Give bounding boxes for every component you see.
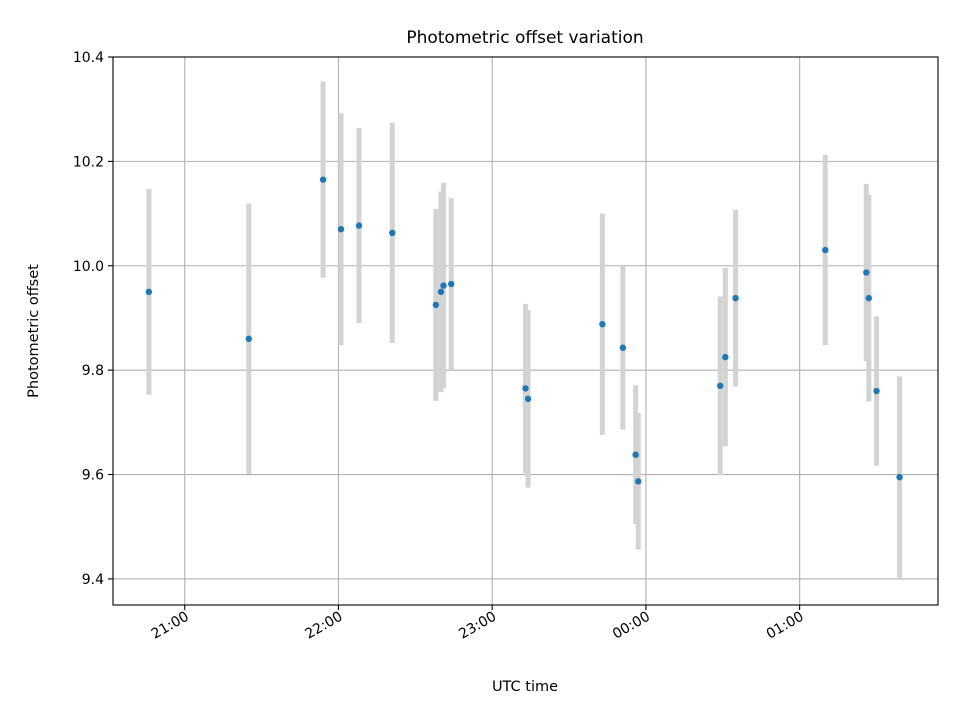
data-point: [389, 229, 396, 237]
data-point: [863, 269, 870, 276]
y-tick-label: 9.4: [82, 572, 104, 588]
x-tick-label: 21:00: [149, 609, 192, 643]
data-point: [432, 301, 440, 309]
data-point: [522, 385, 529, 392]
x-tick-label: 00:00: [610, 609, 653, 643]
data-point: [717, 382, 724, 389]
y-tick-label: 10.2: [73, 154, 104, 170]
chart-title: Photometric offset variation: [406, 28, 643, 48]
data-point: [355, 222, 363, 229]
errorbar-layer: [146, 81, 903, 578]
data-point: [440, 282, 447, 289]
point-layer: [145, 176, 903, 485]
x-tick-label: 23:00: [456, 609, 499, 643]
data-point: [873, 387, 880, 395]
x-tick-label: 01:00: [764, 609, 807, 643]
data-point: [245, 335, 252, 343]
y-tick-label: 9.6: [82, 468, 104, 484]
x-tick-label: 22:00: [303, 609, 346, 643]
x-axis-label: UTC time: [492, 679, 558, 695]
data-point: [635, 478, 642, 485]
data-point: [337, 226, 345, 233]
y-axis-label: Photometric offset: [26, 264, 42, 398]
data-point: [865, 294, 873, 302]
data-point: [599, 321, 606, 328]
data-point: [447, 280, 455, 288]
data-point: [722, 353, 729, 361]
data-point: [145, 288, 153, 296]
data-point: [619, 344, 627, 351]
plot-frame: [112, 56, 939, 606]
data-point: [822, 246, 829, 254]
y-tick-label: 10.0: [73, 259, 104, 275]
data-point: [632, 451, 639, 458]
y-tick-label: 10.4: [73, 50, 104, 66]
data-point: [319, 176, 327, 183]
y-tick-label: 9.8: [82, 363, 104, 379]
data-point: [524, 395, 532, 403]
data-point: [896, 473, 903, 481]
data-point: [437, 288, 445, 296]
data-point: [732, 294, 739, 302]
